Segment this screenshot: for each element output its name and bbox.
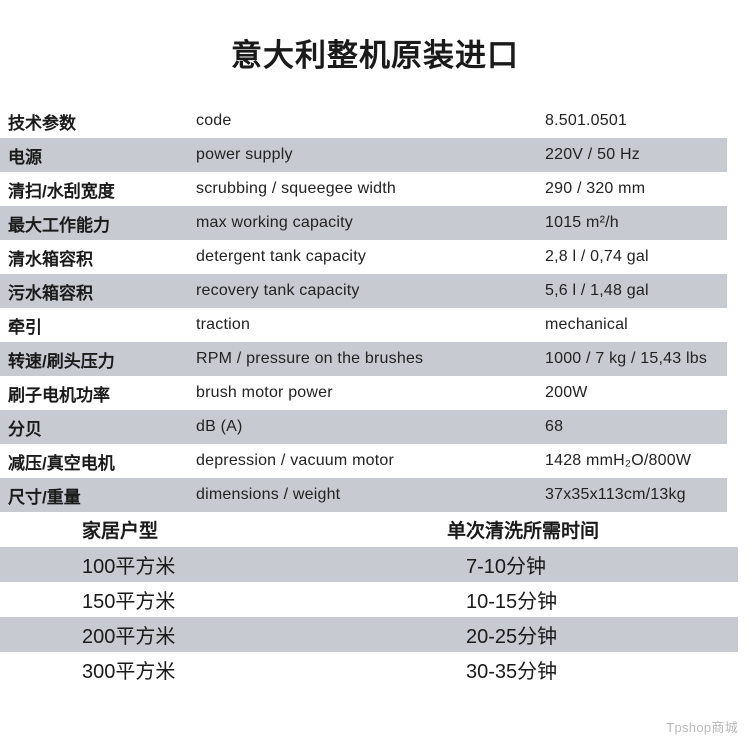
usage-time-value: 7-10分钟 bbox=[466, 556, 547, 578]
spec-row: 清扫/水刮宽度 scrubbing / squeegee width 290 / 3… bbox=[0, 172, 727, 206]
spec-value: 68 bbox=[545, 418, 564, 435]
spec-label-cn: 技术参数 bbox=[8, 113, 76, 133]
spec-row: 技术参数 code 8.501.0501 bbox=[0, 104, 727, 138]
spec-label-en: scrubbing / squeegee width bbox=[196, 180, 396, 197]
spec-label-en: dB (A) bbox=[196, 418, 243, 435]
spec-label-cn: 减压/真空电机 bbox=[8, 453, 115, 473]
spec-row: 牵引 traction mechanical bbox=[0, 308, 727, 342]
page-title: 意大利整机原装进口 bbox=[231, 38, 519, 73]
spec-label-en: RPM / pressure on the brushes bbox=[196, 350, 424, 367]
usage-row: 300平方米 30-35分钟 bbox=[0, 652, 738, 687]
spec-label-en: detergent tank capacity bbox=[196, 248, 367, 265]
spec-label-en: traction bbox=[196, 316, 251, 333]
spec-value: 37x35x113cm/13kg bbox=[545, 486, 686, 503]
spec-label-cn: 清扫/水刮宽度 bbox=[8, 181, 115, 201]
spec-row: 刷子电机功率 brush motor power 200W bbox=[0, 376, 727, 410]
spec-label-cn: 最大工作能力 bbox=[8, 215, 110, 235]
spec-label-cn: 刷子电机功率 bbox=[8, 385, 110, 405]
usage-time-value: 10-15分钟 bbox=[466, 591, 558, 613]
spec-value: 290 / 320 mm bbox=[545, 180, 646, 197]
usage-time-value: 20-25分钟 bbox=[466, 626, 558, 648]
spec-label-cn: 尺寸/重量 bbox=[8, 487, 81, 507]
spec-row: 污水箱容积 recovery tank capacity 5,6 l / 1,48 … bbox=[0, 274, 727, 308]
spec-label-cn: 电源 bbox=[8, 147, 42, 167]
usage-table-header-row: 家居户型 单次清洗所需时间 bbox=[0, 512, 738, 547]
usage-row: 100平方米 7-10分钟 bbox=[0, 547, 738, 582]
spec-row: 减压/真空电机 depression / vacuum motor 1428 mmH… bbox=[0, 444, 727, 478]
spec-label-en: brush motor power bbox=[196, 384, 333, 401]
spec-label-cn: 清水箱容积 bbox=[8, 249, 93, 269]
spec-row: 转速/刷头压力 RPM / pressure on the brushes 1000… bbox=[0, 342, 727, 376]
spec-row: 清水箱容积 detergent tank capacity 2,8 l / 0,74… bbox=[0, 240, 727, 274]
spec-value: 5,6 l / 1,48 gal bbox=[545, 282, 649, 299]
spec-label-cn: 污水箱容积 bbox=[8, 283, 93, 303]
spec-value: 8.501.0501 bbox=[545, 112, 628, 129]
spec-label-en: recovery tank capacity bbox=[196, 282, 360, 299]
usage-area-value: 150平方米 bbox=[82, 591, 176, 613]
watermark: Tpshop商城 bbox=[666, 720, 738, 735]
usage-area-value: 100平方米 bbox=[82, 556, 176, 578]
spec-value: 1428 mmH₂O/800W bbox=[545, 452, 692, 469]
spec-row: 分贝 dB (A) 68 bbox=[0, 410, 727, 444]
usage-row: 150平方米 10-15分钟 bbox=[0, 582, 738, 617]
spec-row: 最大工作能力 max working capacity 1015 m²/h bbox=[0, 206, 727, 240]
spec-value: 1015 m²/h bbox=[545, 214, 619, 231]
usage-header-area: 家居户型 bbox=[82, 521, 159, 542]
usage-table: 家居户型 单次清洗所需时间 100平方米 7-10分钟 150平方米 10-15分钟 200… bbox=[0, 512, 750, 687]
spec-label-en: code bbox=[196, 112, 232, 129]
spec-label-cn: 转速/刷头压力 bbox=[8, 351, 115, 371]
spec-value: 1000 / 7 kg / 15,43 lbs bbox=[545, 350, 708, 367]
spec-row: 电源 power supply 220V / 50 Hz bbox=[0, 138, 727, 172]
spec-label-en: dimensions / weight bbox=[196, 486, 341, 503]
spec-label-en: max working capacity bbox=[196, 214, 353, 231]
usage-time-value: 30-35分钟 bbox=[466, 661, 558, 683]
spec-value: 220V / 50 Hz bbox=[545, 146, 640, 163]
spec-label-en: power supply bbox=[196, 146, 293, 163]
spec-value: mechanical bbox=[545, 316, 628, 333]
usage-header-time: 单次清洗所需时间 bbox=[447, 521, 600, 542]
usage-area-value: 200平方米 bbox=[82, 626, 176, 648]
spec-value: 2,8 l / 0,74 gal bbox=[545, 248, 649, 265]
spec-label-en: depression / vacuum motor bbox=[196, 452, 394, 469]
spec-label-cn: 分贝 bbox=[8, 419, 42, 439]
usage-row: 200平方米 20-25分钟 bbox=[0, 617, 738, 652]
usage-area-value: 300平方米 bbox=[82, 661, 176, 683]
spec-row: 尺寸/重量 dimensions / weight 37x35x113cm/13kg bbox=[0, 478, 727, 512]
spec-label-cn: 牵引 bbox=[8, 317, 42, 337]
spec-table: 技术参数 code 8.501.0501 电源 power supply 220V / 5… bbox=[0, 104, 750, 512]
spec-value: 200W bbox=[545, 384, 588, 401]
